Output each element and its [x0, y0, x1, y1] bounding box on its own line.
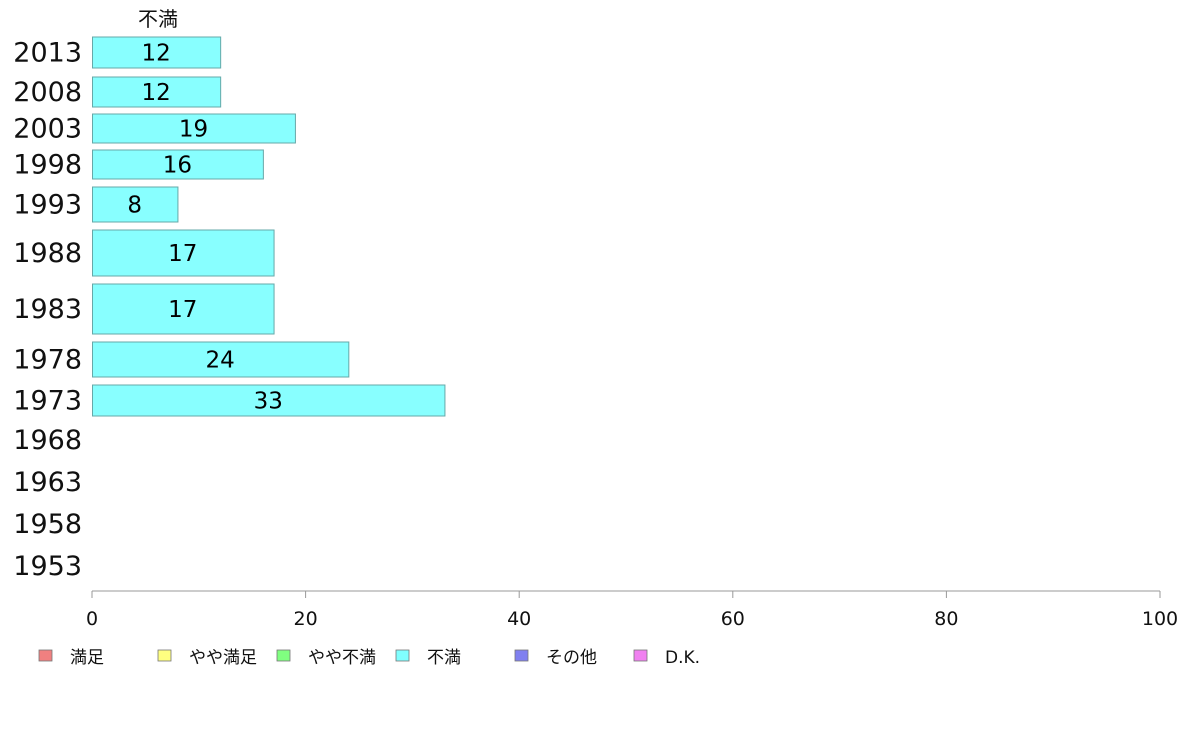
bar-value-label: 24	[206, 348, 235, 374]
y-tick-label: 1968	[13, 425, 82, 456]
x-axis: 0 20 40 60 80 100	[86, 590, 1178, 630]
y-tick-label: 1988	[13, 238, 82, 269]
bar-value-label: 12	[141, 80, 170, 106]
bar-value-label: 16	[163, 153, 192, 179]
bar	[92, 149, 264, 180]
y-tick-label: 2003	[13, 114, 82, 145]
legend-label: 満足	[70, 648, 104, 668]
bar-value-label: 8	[127, 193, 142, 219]
bar	[92, 341, 350, 378]
bar	[92, 384, 446, 417]
column-title: 不満	[138, 7, 178, 31]
y-tick-label: 2008	[13, 77, 82, 108]
y-tick-label: 1978	[13, 345, 82, 376]
y-tick-label: 2013	[13, 38, 82, 69]
y-tick-label: 1993	[13, 190, 82, 221]
legend-swatch	[276, 649, 291, 662]
bar	[92, 113, 296, 144]
x-tick-label: 20	[294, 608, 318, 630]
x-tick-label: 100	[1142, 608, 1178, 630]
bar	[92, 36, 222, 69]
bar-value-label: 17	[168, 297, 197, 323]
x-tick-label: 0	[86, 608, 98, 630]
bar	[92, 283, 275, 335]
y-tick-label: 1983	[13, 294, 82, 325]
bar	[92, 76, 222, 108]
legend-label: D.K.	[665, 648, 700, 668]
bar	[92, 186, 179, 223]
y-tick-label: 1963	[13, 467, 82, 498]
bar-value-label: 33	[254, 389, 283, 415]
chart-rows: 2013 12 2008 12 2003 19 1998 16 1993 8 1988 17 1983 1…	[13, 36, 446, 582]
legend-swatch	[633, 649, 648, 662]
x-tick-label: 80	[934, 608, 958, 630]
legend-label: やや不満	[308, 648, 376, 668]
y-tick-label: 1958	[13, 509, 82, 540]
legend-label: 不満	[427, 648, 461, 668]
legend-label: その他	[546, 648, 597, 668]
legend-swatch	[38, 649, 53, 662]
bar-value-label: 12	[141, 41, 170, 67]
legend-swatch	[395, 649, 410, 662]
bar-value-label: 17	[168, 241, 197, 267]
x-tick-label: 60	[721, 608, 745, 630]
bar	[92, 229, 275, 277]
legend-swatch	[514, 649, 529, 662]
legend: 満足 やや満足 やや不満 不満 その他 D.K.	[38, 648, 700, 668]
y-tick-label: 1998	[13, 150, 82, 181]
x-tick-label: 40	[507, 608, 531, 630]
y-tick-label: 1973	[13, 386, 82, 417]
legend-swatch	[157, 649, 172, 662]
bar-value-label: 19	[179, 117, 208, 143]
legend-label: やや満足	[189, 648, 257, 668]
y-tick-label: 1953	[13, 551, 82, 582]
